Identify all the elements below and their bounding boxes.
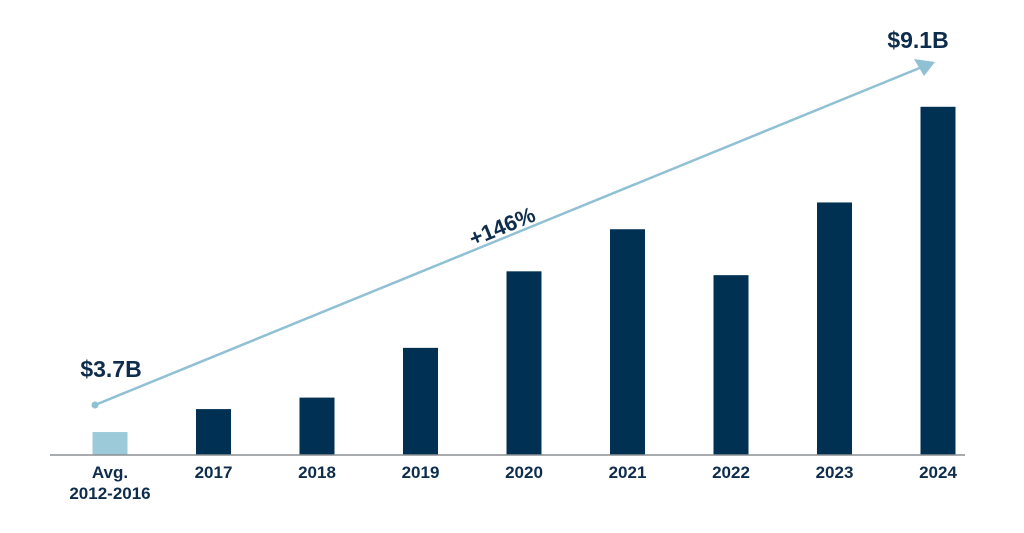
growth-arrow-line bbox=[94, 65, 923, 407]
x-tick-labels: Avg. 2012-2016 2017 2018 2019 2020 2021 2022 202… bbox=[69, 463, 957, 503]
bar-2024 bbox=[920, 106, 956, 456]
x-tick-label: 2020 bbox=[505, 463, 543, 482]
growth-arrow-head bbox=[914, 59, 935, 76]
x-tick-label: Avg. 2012-2016 bbox=[69, 463, 150, 503]
bar-2020 bbox=[506, 271, 542, 455]
bar-avg-2012-2016 bbox=[92, 432, 128, 455]
x-tick-label: 2024 bbox=[919, 463, 957, 482]
bar-2019 bbox=[403, 347, 438, 455]
bar-2021 bbox=[610, 229, 645, 455]
x-tick-label: 2021 bbox=[609, 463, 647, 482]
x-tick-label: 2022 bbox=[712, 463, 750, 482]
end-value-label: $9.1B bbox=[887, 27, 948, 53]
bar-2023 bbox=[817, 202, 852, 455]
growth-percent-label: +146% bbox=[465, 202, 538, 251]
bar-2022 bbox=[713, 275, 749, 455]
x-tick-label: 2019 bbox=[402, 463, 440, 482]
bar-2017 bbox=[196, 409, 231, 455]
x-tick-label: 2023 bbox=[816, 463, 854, 482]
bars-group bbox=[92, 106, 956, 456]
bar-2018 bbox=[299, 397, 335, 455]
growth-arrow bbox=[91, 59, 935, 409]
x-tick-label: 2018 bbox=[298, 463, 336, 482]
start-value-label: $3.7B bbox=[80, 356, 141, 382]
x-tick-label: 2017 bbox=[195, 463, 233, 482]
